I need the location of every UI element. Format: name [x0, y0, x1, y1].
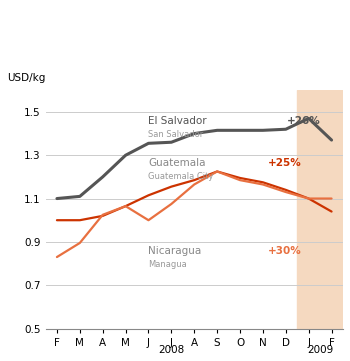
Text: +30%: +30%	[267, 246, 301, 256]
Text: Guatemala: Guatemala	[148, 158, 206, 168]
Bar	[297, 90, 343, 329]
Text: +25%: +25%	[267, 158, 301, 168]
Text: USD/kg: USD/kg	[7, 73, 45, 83]
Text: +26%: +26%	[287, 116, 321, 126]
Text: Guatemala City: Guatemala City	[148, 172, 214, 181]
Text: Figure 21.: Figure 21.	[14, 10, 90, 23]
Text: El Salvador: El Salvador	[148, 116, 207, 126]
Text: Figure 21. Prix de détail du riz pour certains
pays en Amérique centrale: Figure 21. Prix de détail du riz pour ce…	[14, 10, 307, 38]
Text: Figure 21.: Figure 21.	[14, 10, 90, 23]
Text: Nicaragua: Nicaragua	[148, 246, 202, 256]
Text: 2009: 2009	[307, 345, 333, 355]
Text: San Salvador: San Salvador	[148, 130, 204, 139]
Text: Figure 21. Prix de détail du riz pour certains
pays en Amérique centrale: Figure 21. Prix de détail du riz pour ce…	[14, 10, 307, 38]
Text: Managua: Managua	[148, 260, 187, 269]
Text: 2008: 2008	[158, 345, 184, 355]
